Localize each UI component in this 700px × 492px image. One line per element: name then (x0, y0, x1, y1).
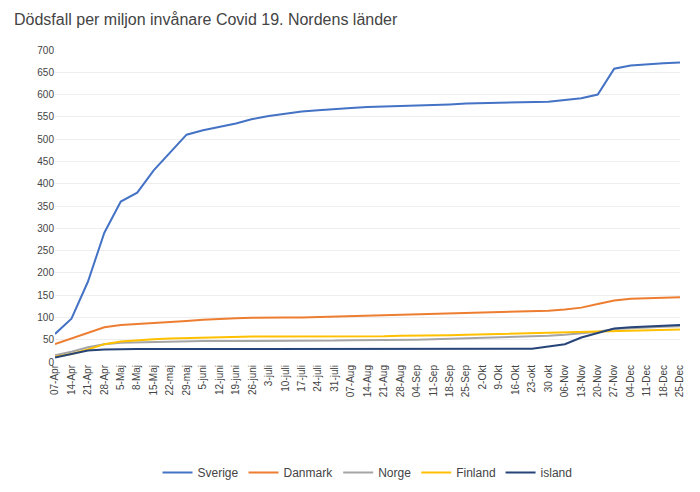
svg-text:18-Sep: 18-Sep (444, 365, 455, 398)
svg-text:07-Aug: 07-Aug (345, 365, 356, 397)
svg-text:5-juni: 5-juni (197, 365, 208, 389)
svg-text:18-Dec: 18-Dec (658, 365, 669, 397)
svg-text:31-juli: 31-juli (329, 365, 340, 392)
svg-text:04-Dec: 04-Dec (625, 365, 636, 397)
svg-text:100: 100 (37, 312, 54, 323)
svg-text:650: 650 (37, 67, 54, 78)
svg-text:25-Sep: 25-Sep (460, 365, 471, 398)
svg-text:24-juli: 24-juli (312, 365, 323, 392)
svg-text:3-juli: 3-juli (263, 365, 274, 386)
svg-text:Sverige: Sverige (198, 466, 239, 480)
svg-text:600: 600 (37, 89, 54, 100)
svg-text:11-Dec: 11-Dec (641, 365, 652, 397)
svg-text:50: 50 (43, 334, 55, 345)
svg-text:17-juli: 17-juli (296, 365, 307, 392)
svg-text:13-Nov: 13-Nov (576, 365, 587, 397)
svg-text:150: 150 (37, 290, 54, 301)
svg-text:27-Nov: 27-Nov (608, 365, 619, 397)
svg-text:28-Apr: 28-Apr (99, 364, 110, 395)
svg-text:350: 350 (37, 201, 54, 212)
svg-text:2-Okt: 2-Okt (477, 365, 488, 390)
svg-text:island: island (541, 466, 572, 480)
svg-text:5-Maj: 5-Maj (115, 365, 126, 390)
svg-text:200: 200 (37, 267, 54, 278)
svg-text:0: 0 (48, 357, 54, 368)
svg-text:26-juni: 26-juni (247, 365, 258, 395)
svg-text:29-maj: 29-maj (181, 365, 192, 396)
svg-text:Danmark: Danmark (284, 466, 334, 480)
svg-text:25-Dec: 25-Dec (674, 365, 685, 397)
svg-text:400: 400 (37, 178, 54, 189)
svg-text:22-maj: 22-maj (164, 365, 175, 396)
svg-text:500: 500 (37, 134, 54, 145)
svg-text:14-Aug: 14-Aug (362, 365, 373, 397)
svg-text:Norge: Norge (378, 466, 411, 480)
svg-text:21-Aug: 21-Aug (378, 365, 389, 397)
svg-text:15-Maj: 15-Maj (148, 365, 159, 396)
svg-text:16-Okt: 16-Okt (510, 365, 521, 395)
svg-text:28-Aug: 28-Aug (395, 365, 406, 397)
svg-text:21-Apr: 21-Apr (82, 364, 93, 395)
svg-text:19-juni: 19-juni (230, 365, 241, 395)
svg-text:450: 450 (37, 156, 54, 167)
svg-text:10-juli: 10-juli (280, 365, 291, 392)
svg-text:07-Apr: 07-Apr (49, 364, 60, 395)
svg-text:700: 700 (37, 45, 54, 56)
svg-text:8-Maj: 8-Maj (131, 365, 142, 390)
svg-text:Dödsfall per miljon invånare C: Dödsfall per miljon invånare Covid 19. N… (14, 11, 398, 28)
svg-text:11-Sep: 11-Sep (428, 365, 439, 397)
svg-text:300: 300 (37, 223, 54, 234)
svg-text:Finland: Finland (456, 466, 495, 480)
svg-text:04-Sep: 04-Sep (411, 365, 422, 398)
svg-text:06-Nov: 06-Nov (559, 365, 570, 397)
svg-text:23-okt: 23-okt (526, 365, 537, 393)
svg-text:30 okt: 30 okt (543, 365, 554, 392)
svg-text:14-Apr: 14-Apr (66, 364, 77, 395)
svg-text:550: 550 (37, 111, 54, 122)
svg-text:20-Nov: 20-Nov (592, 365, 603, 397)
svg-text:9-Okt: 9-Okt (493, 365, 504, 390)
svg-text:250: 250 (37, 245, 54, 256)
svg-text:12-juni: 12-juni (214, 365, 225, 395)
